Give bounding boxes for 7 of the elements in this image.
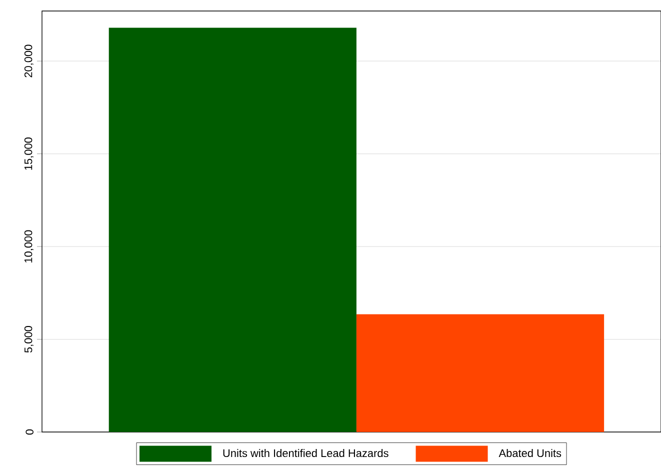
- y-tick-label: 0: [26, 429, 34, 435]
- y-tick-label: 20,000: [24, 44, 34, 78]
- y-tick-label: 15,000: [24, 137, 34, 170]
- series-label: Abated Units: [498, 449, 562, 458]
- y-tick-label: 5,000: [24, 326, 34, 353]
- y-tick-label: 10,000: [24, 230, 34, 262]
- series-label: Units with Identified Lead Hazards: [223, 449, 388, 458]
